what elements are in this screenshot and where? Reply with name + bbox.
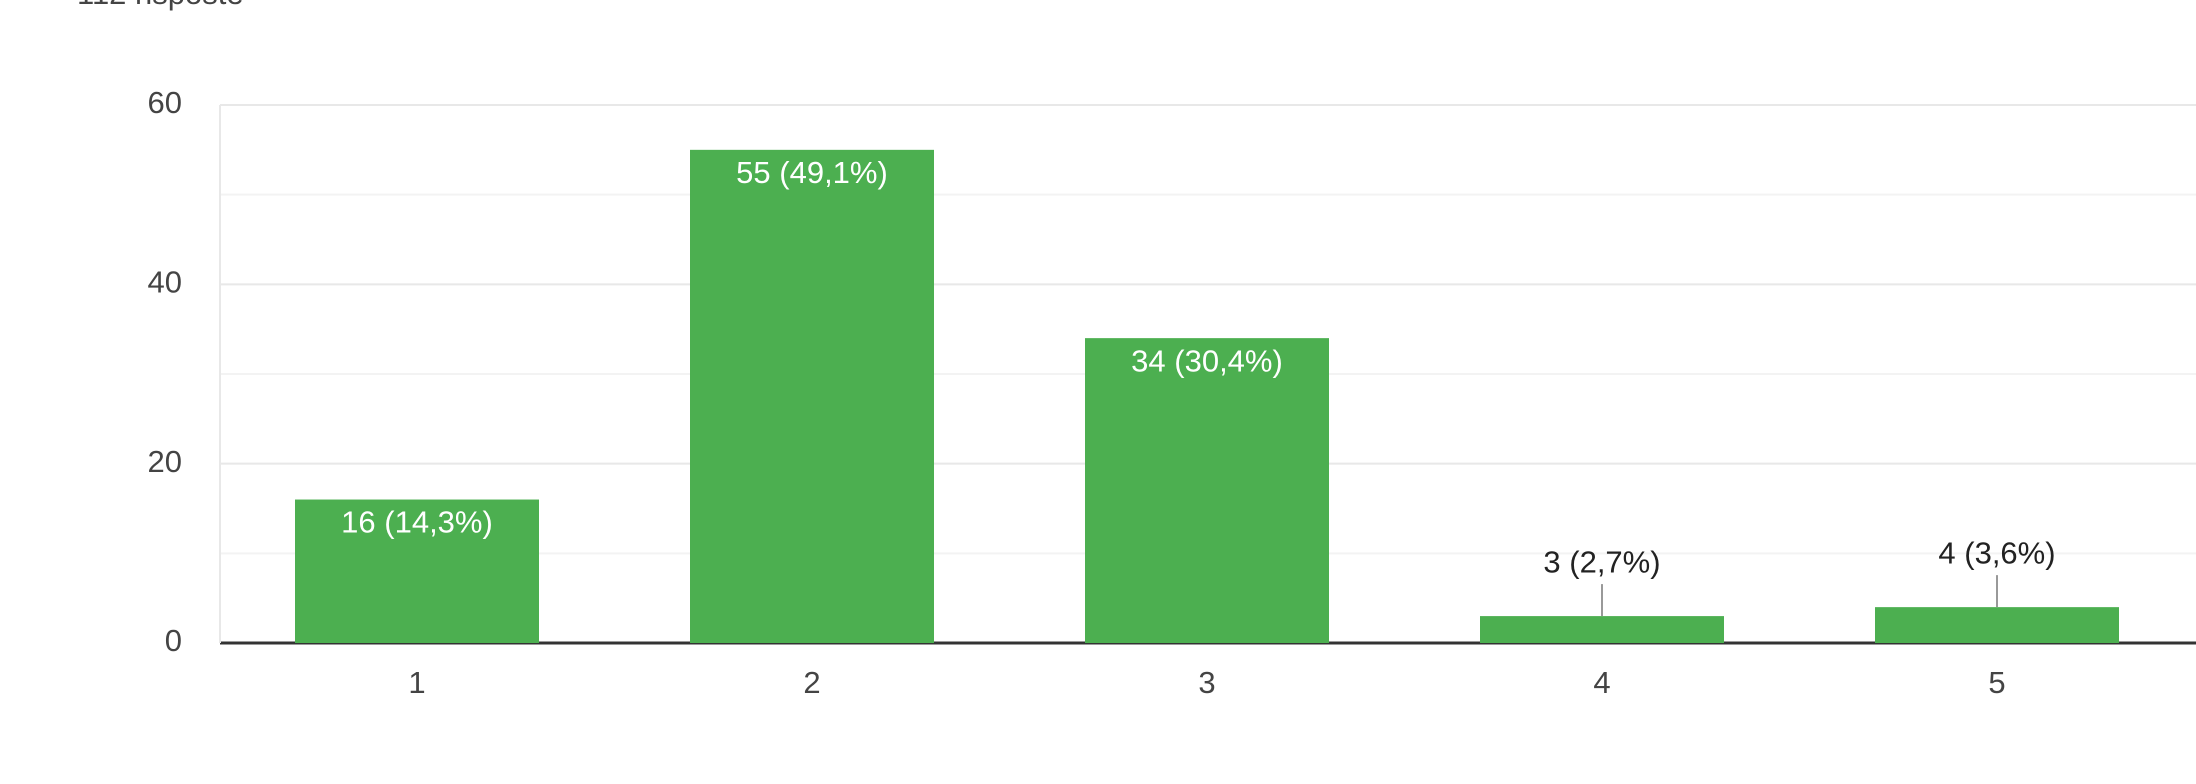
y-tick-label: 0 (165, 623, 182, 658)
bar (1875, 607, 2119, 643)
x-tick-label: 5 (1988, 665, 2005, 700)
x-tick-label: 2 (803, 665, 820, 700)
x-tick-label: 1 (408, 665, 425, 700)
bar (690, 149, 934, 644)
x-tick-label: 4 (1593, 665, 1610, 700)
value-label: 16 (14,3%) (341, 505, 493, 540)
bar (1480, 616, 1724, 643)
response-count: 112 risposte (77, 0, 244, 11)
value-label: 3 (2,7%) (1543, 544, 1660, 579)
value-label: 4 (3,6%) (1938, 535, 2055, 570)
value-label: 34 (30,4%) (1131, 343, 1283, 378)
x-tick-label: 3 (1198, 665, 1215, 700)
y-tick-label: 60 (148, 85, 182, 120)
bar (295, 499, 539, 643)
y-tick-label: 40 (148, 265, 182, 300)
y-tick-label: 20 (148, 444, 182, 479)
value-label: 55 (49,1%) (736, 155, 888, 190)
bar (1085, 338, 1329, 643)
